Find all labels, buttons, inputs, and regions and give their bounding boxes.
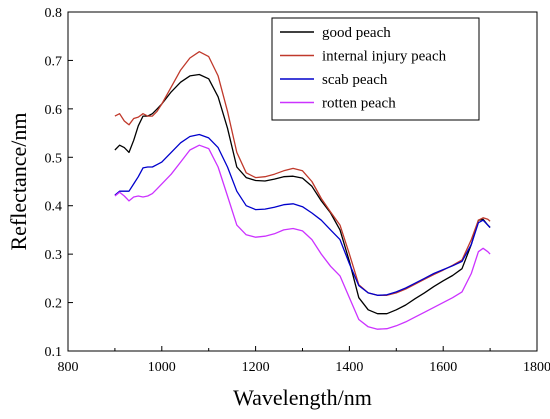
series-line-good-peach [114, 73, 491, 315]
y-tick-label-0.5: 0.5 [45, 151, 63, 166]
series-layer [114, 51, 491, 330]
legend-label-3: rotten peach [322, 96, 396, 112]
legend-label-2: scab peach [322, 72, 388, 88]
y-tick-label-0.1: 0.1 [45, 345, 63, 360]
y-tick-label-0.8: 0.8 [45, 6, 63, 21]
y-tick-label-0.6: 0.6 [45, 103, 63, 118]
y-tick-label-0.4: 0.4 [45, 200, 63, 215]
x-tick-label-1600: 1600 [429, 360, 457, 375]
series-line-scab-peach [114, 133, 491, 296]
y-tick-label-0.2: 0.2 [45, 297, 63, 312]
y-tick-label-0.7: 0.7 [45, 54, 63, 69]
x-tick-label-1200: 1200 [242, 360, 270, 375]
x-tick-label-1400: 1400 [335, 360, 363, 375]
legend: good peach internal injury peach scab peac… [271, 17, 480, 121]
series-line-internal-injury-peach [114, 51, 491, 296]
legend-label-1: internal injury peach [322, 49, 447, 65]
x-tick-label-1800: 1800 [523, 360, 550, 375]
y-tick-label-0.3: 0.3 [45, 248, 63, 263]
x-tick-label-1000: 1000 [148, 360, 176, 375]
x-axis-title: Wavelength/nm [233, 385, 372, 410]
y-axis-title: Reflectance/nm [6, 112, 31, 250]
series-line-rotten-peach [114, 144, 491, 330]
x-tick-label-800: 800 [58, 360, 79, 375]
ticks-layer: 800 1000 1200 1400 1600 1800 0.1 0.2 0.3 0.4 0.5 0.… [45, 6, 550, 375]
legend-label-0: good peach [322, 25, 391, 41]
